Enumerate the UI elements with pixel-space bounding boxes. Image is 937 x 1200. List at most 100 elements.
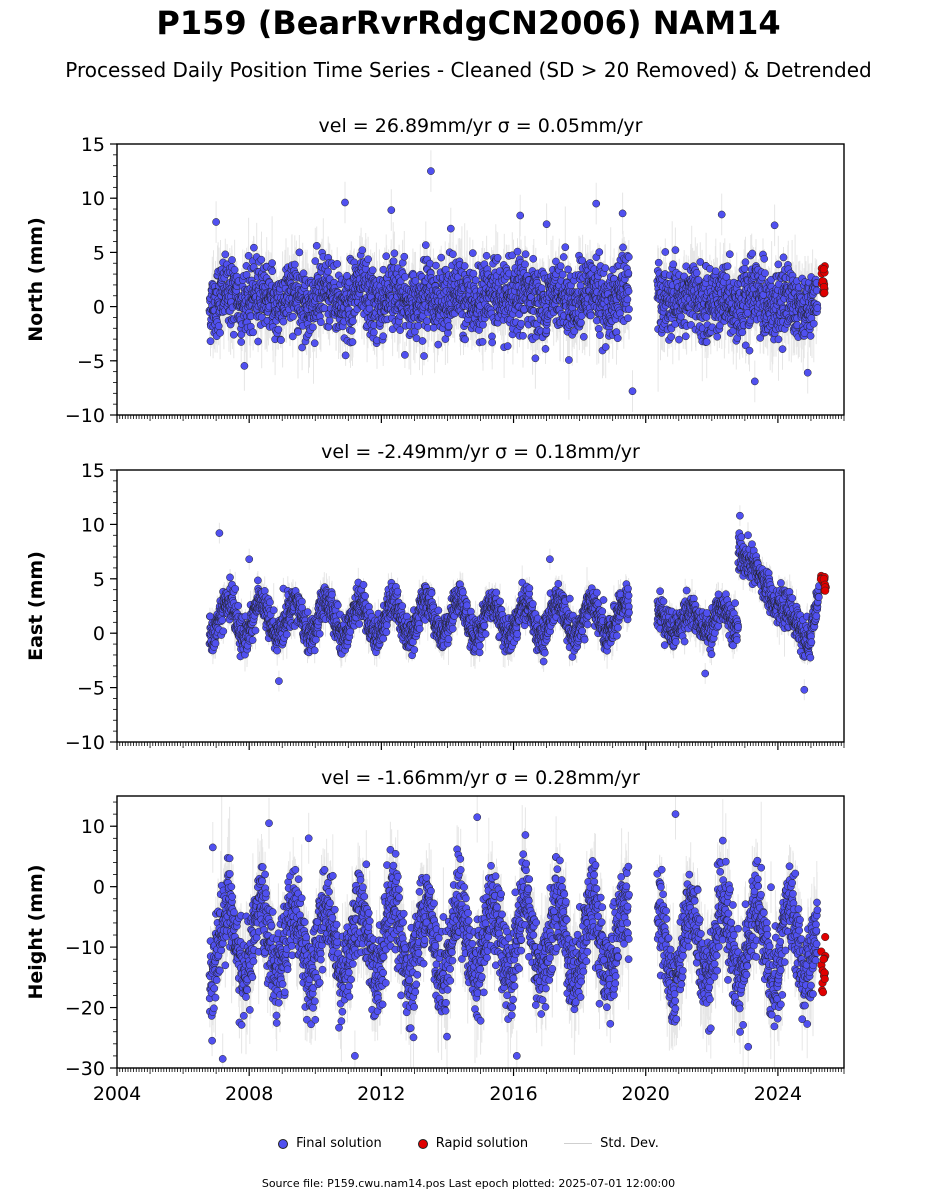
data-point: [778, 345, 787, 353]
data-point: [471, 276, 480, 285]
data-point: [258, 313, 266, 322]
data-point: [382, 252, 391, 261]
data-point: [214, 322, 223, 330]
data-point: [364, 255, 372, 264]
data-point: [488, 338, 497, 347]
data-point: [328, 590, 336, 599]
data-point: [310, 339, 319, 348]
data-point: [461, 335, 469, 344]
data-point: [432, 261, 440, 270]
data-point: [310, 646, 319, 655]
data-point: [415, 624, 424, 633]
data-point: [298, 343, 306, 352]
data-point: [809, 319, 818, 328]
data-point: [333, 601, 342, 610]
data-point: [667, 332, 676, 341]
data-point: [725, 250, 734, 259]
data-point: [493, 253, 502, 262]
data-point: [496, 597, 504, 606]
data-point: [577, 318, 585, 327]
data-point: [692, 269, 701, 277]
data-point: [741, 258, 750, 267]
data-point: [579, 332, 588, 341]
data-point: [341, 198, 349, 207]
data-point: [561, 243, 570, 252]
data-point: [260, 587, 269, 595]
data-point: [387, 206, 396, 214]
data-point: [475, 641, 484, 650]
data-point: [368, 266, 377, 275]
data-point: [613, 334, 622, 343]
data-point: [748, 249, 757, 258]
data-point: [434, 340, 443, 349]
data-point: [299, 269, 308, 278]
data-point: [623, 295, 632, 304]
data-point: [370, 328, 378, 337]
y-tick-label: −10: [65, 405, 105, 427]
data-point: [528, 600, 537, 608]
data-point: [654, 258, 663, 267]
data-point: [358, 246, 367, 255]
data-point: [770, 221, 779, 230]
data-point: [379, 332, 388, 341]
data-point: [559, 253, 568, 261]
data-point: [250, 243, 258, 252]
data-point: [513, 247, 522, 256]
data-point: [803, 368, 812, 377]
data-point: [542, 220, 551, 229]
data-point: [309, 323, 317, 332]
data-point: [257, 255, 266, 264]
data-point: [517, 319, 526, 328]
data-point: [760, 254, 769, 263]
data-point: [254, 576, 262, 585]
data-point: [273, 646, 282, 655]
data-point: [359, 580, 368, 589]
data-point: [558, 270, 567, 279]
data-point: [624, 287, 633, 296]
data-point: [444, 635, 453, 643]
data-point: [237, 338, 246, 346]
data-point: [723, 262, 732, 271]
data-point: [315, 629, 324, 638]
data-point: [482, 251, 491, 260]
data-point: [325, 316, 334, 325]
data-point: [249, 328, 257, 337]
data-point: [525, 584, 534, 593]
data-point: [564, 265, 572, 274]
data-point: [290, 260, 299, 269]
data-point: [738, 328, 747, 337]
data-point: [624, 253, 633, 261]
data-point: [230, 265, 239, 274]
data-point: [244, 251, 253, 260]
data-point: [750, 377, 759, 386]
data-point: [343, 271, 351, 280]
data-point: [586, 311, 595, 320]
data-point: [218, 616, 227, 625]
data-point: [427, 167, 435, 175]
data-point: [669, 260, 678, 269]
final-solution-points: [205, 167, 822, 396]
data-point: [492, 588, 501, 597]
data-point: [414, 322, 422, 330]
data-point: [221, 250, 230, 259]
data-point: [295, 248, 304, 257]
data-point: [541, 345, 550, 353]
data-point: [365, 304, 374, 313]
data-point: [516, 211, 525, 220]
data-point: [681, 332, 690, 341]
final-solution-points: [205, 511, 823, 694]
data-point: [341, 351, 350, 360]
data-point: [410, 645, 419, 654]
data-point: [427, 589, 436, 597]
data-point: [231, 584, 240, 593]
data-point: [268, 267, 277, 276]
data-point: [237, 330, 246, 339]
data-point: [595, 248, 604, 256]
data-point: [469, 269, 478, 278]
data-point: [311, 257, 320, 265]
y-axis-label: North (mm): [25, 217, 47, 342]
data-point: [628, 387, 637, 396]
